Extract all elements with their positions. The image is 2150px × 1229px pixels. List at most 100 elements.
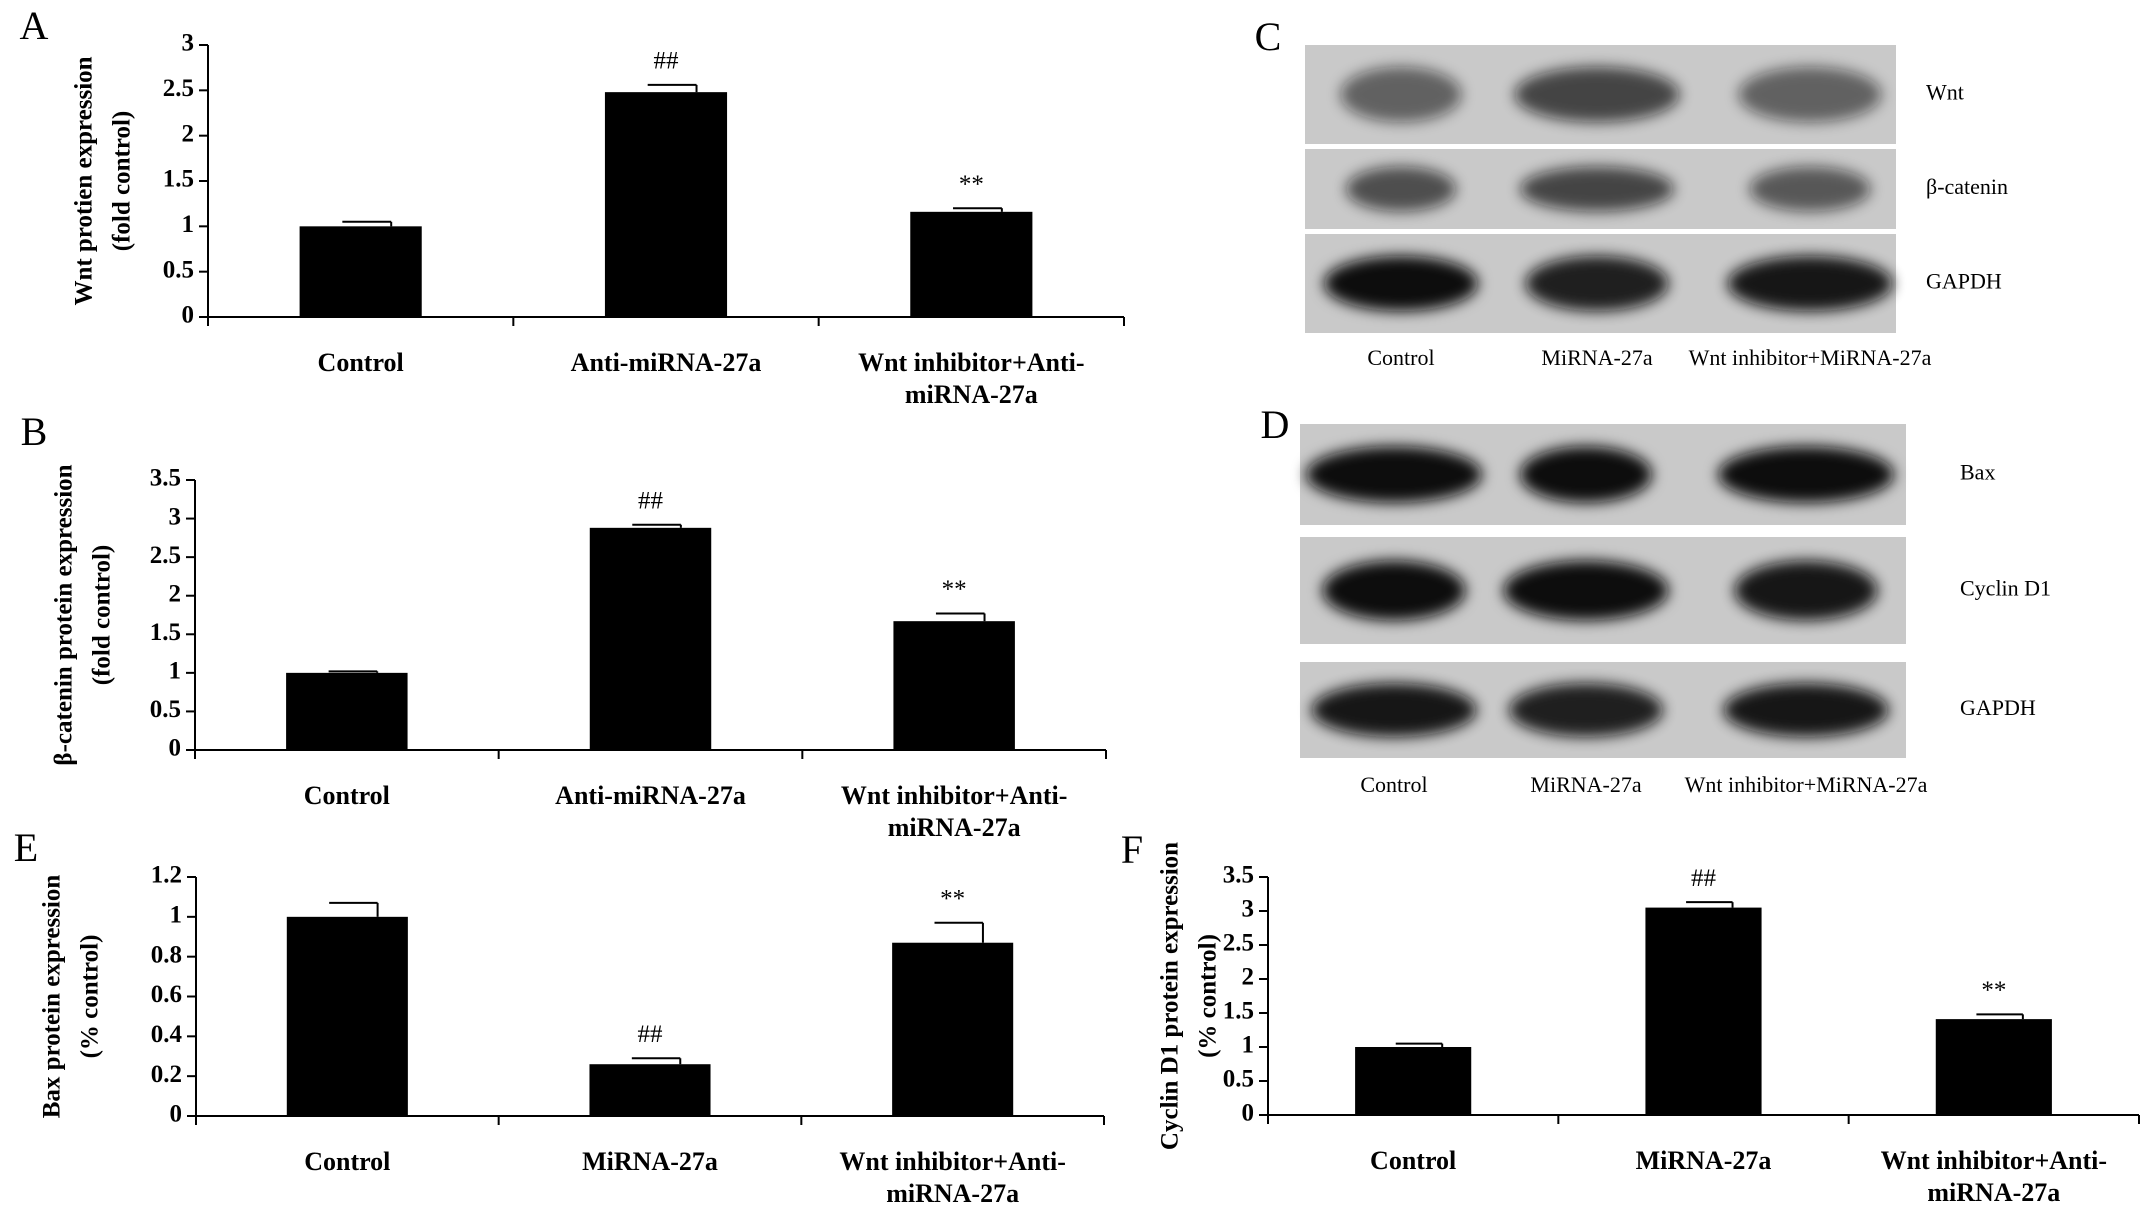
bar: [1355, 1047, 1472, 1115]
x-tick-label: Control: [1370, 1146, 1457, 1175]
x-tick-label: Anti-miRNA-27a: [555, 781, 746, 810]
y-tick-label: 2: [182, 120, 195, 147]
bar: [910, 211, 1033, 317]
blot-row-label: β-catenin: [1926, 174, 2008, 199]
bar: [286, 672, 408, 750]
blot-lane-label: MiRNA-27a: [1530, 772, 1642, 797]
blot-lane-label: Wnt inhibitor+MiRNA-27a: [1688, 345, 1932, 370]
x-tick-label: Wnt inhibitor+Anti-miRNA-27a: [1880, 1146, 2108, 1207]
panel-label: F: [1121, 827, 1143, 872]
blot-band: [1306, 446, 1482, 503]
y-tick-label: 0.5: [1223, 1066, 1254, 1093]
y-tick-label: 0.5: [163, 256, 194, 283]
blot-row-label: Wnt: [1926, 80, 1964, 105]
panel-label: A: [20, 3, 49, 48]
y-tick-label: 3.5: [150, 465, 181, 492]
y-axis-label: (% control): [1195, 934, 1222, 1058]
x-tick-label: Wnt inhibitor+Anti-miRNA-27a: [840, 781, 1068, 842]
y-tick-label: 0.5: [150, 696, 181, 723]
bar: [589, 527, 712, 750]
y-tick-label: 2: [169, 580, 182, 607]
blot-band: [1514, 66, 1680, 123]
y-axis-label: (% control): [77, 935, 104, 1059]
blot-band: [1749, 166, 1871, 212]
blot-band: [1520, 166, 1674, 212]
panel-label: C: [1255, 14, 1282, 59]
y-tick-label: 1: [170, 902, 183, 929]
blot-band: [1520, 446, 1652, 503]
blot-lane-label: Control: [1360, 772, 1428, 797]
y-tick-label: 0: [1242, 1100, 1255, 1127]
blot-lane-label: Control: [1367, 345, 1435, 370]
y-tick-label: 1.2: [151, 862, 182, 889]
y-tick-label: 1.5: [150, 619, 181, 646]
significance-label: **: [959, 171, 984, 198]
y-tick-label: 1.5: [1223, 998, 1254, 1025]
blot-row-label: GAPDH: [1960, 695, 2036, 720]
y-tick-label: 1: [1242, 1032, 1255, 1059]
y-axis-label: β-catenin protein expression: [51, 464, 78, 765]
y-tick-label: 1.5: [163, 166, 194, 193]
significance-label: ##: [654, 48, 680, 75]
y-tick-label: 1: [182, 211, 195, 238]
bar: [1935, 1019, 2052, 1115]
blot-lane-label: Wnt inhibitor+MiRNA-27a: [1684, 772, 1928, 797]
bar: [1645, 907, 1762, 1115]
y-tick-label: 3: [182, 30, 195, 57]
y-tick-label: 0.4: [151, 1021, 183, 1048]
significance-label: **: [1981, 977, 2006, 1004]
y-tick-label: 3: [1242, 896, 1255, 923]
y-tick-label: 0.8: [151, 941, 182, 968]
y-tick-label: 3.5: [1223, 862, 1254, 889]
y-tick-label: 2.5: [163, 75, 194, 102]
blot-band: [1311, 683, 1477, 737]
x-tick-label: Control: [303, 781, 390, 810]
y-axis-label: Wnt protien expression: [71, 56, 98, 305]
blot-band: [1503, 560, 1669, 621]
significance-label: **: [940, 886, 965, 913]
y-tick-label: 2.5: [150, 542, 181, 569]
bar: [299, 226, 422, 317]
y-axis-label: Cyclin D1 protein expression: [1157, 842, 1184, 1150]
y-axis-label: (fold control): [89, 545, 116, 686]
bar: [893, 621, 1015, 750]
y-tick-label: 2.5: [1223, 930, 1254, 957]
significance-label: ##: [1691, 865, 1717, 892]
x-tick-label: Anti-miRNA-27a: [570, 348, 762, 377]
bar: [892, 942, 1014, 1116]
blot-lane-label: MiRNA-27a: [1541, 345, 1653, 370]
blot-row-label: Bax: [1960, 460, 1995, 485]
blot-band: [1727, 255, 1893, 312]
bar: [589, 1064, 711, 1116]
blot-band: [1723, 683, 1889, 737]
panel-label: E: [14, 825, 38, 870]
y-tick-label: 1: [169, 658, 182, 685]
bar: [286, 916, 408, 1116]
y-tick-label: 0.2: [151, 1061, 182, 1088]
blot-band: [1322, 560, 1466, 621]
x-tick-label: Control: [304, 1147, 391, 1176]
significance-label: **: [942, 576, 967, 603]
blot-band: [1340, 66, 1462, 123]
blot-band: [1324, 255, 1478, 312]
panel-label: D: [1261, 402, 1290, 447]
y-axis-label: (fold control): [109, 111, 136, 252]
y-tick-label: 2: [1242, 964, 1255, 991]
y-axis-label: Bax protein expression: [39, 875, 66, 1119]
blot-band: [1509, 683, 1663, 737]
significance-label: ##: [638, 487, 664, 514]
y-tick-label: 3: [169, 503, 182, 530]
significance-label: ##: [638, 1021, 664, 1048]
blot-band: [1734, 560, 1878, 621]
y-tick-label: 0: [169, 735, 182, 762]
y-tick-label: 0: [170, 1101, 183, 1128]
x-tick-label: Wnt inhibitor+Anti-miRNA-27a: [858, 348, 1085, 409]
bar: [604, 92, 728, 317]
blot-row-label: Cyclin D1: [1960, 576, 2051, 601]
blot-band: [1738, 66, 1882, 123]
x-tick-label: MiRNA-27a: [582, 1147, 718, 1176]
y-tick-label: 0.6: [151, 981, 182, 1008]
x-tick-label: Control: [317, 348, 404, 377]
